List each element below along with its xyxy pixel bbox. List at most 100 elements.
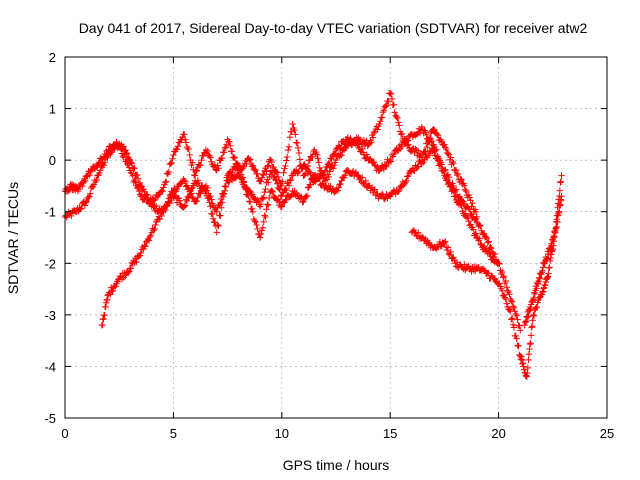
data-point-track-d bbox=[530, 311, 537, 319]
data-point-track-b bbox=[244, 191, 251, 198]
data-point-track-c bbox=[283, 157, 290, 164]
data-point-track-e bbox=[538, 269, 546, 276]
data-point-track-d bbox=[442, 238, 449, 245]
data-point-track-a bbox=[516, 322, 523, 330]
data-point-track-b bbox=[151, 225, 158, 233]
data-point-track-c bbox=[443, 145, 450, 153]
data-point-track-a bbox=[499, 268, 506, 276]
data-point-track-c bbox=[390, 101, 398, 108]
data-point-track-d bbox=[512, 332, 519, 340]
data-point-track-d bbox=[503, 300, 510, 307]
data-point-track-b bbox=[395, 188, 402, 195]
data-point-track-c bbox=[218, 154, 226, 162]
data-point-track-b bbox=[157, 210, 164, 217]
data-point-track-c bbox=[152, 195, 159, 203]
data-point-track-d bbox=[446, 251, 454, 259]
data-point-track-e bbox=[557, 201, 564, 209]
data-point-track-c bbox=[454, 170, 462, 178]
data-point-track-d bbox=[443, 246, 451, 254]
y-tick-label: -2 bbox=[44, 256, 56, 271]
data-point-track-b bbox=[222, 183, 229, 190]
data-point-track-a bbox=[483, 234, 491, 242]
data-point-track-b bbox=[259, 224, 267, 231]
data-point-track-c bbox=[274, 169, 281, 176]
data-point-track-b bbox=[254, 225, 261, 233]
data-point-track-b bbox=[249, 208, 257, 216]
data-point-track-e bbox=[525, 306, 533, 314]
data-point-track-a bbox=[100, 162, 108, 169]
data-point-track-a bbox=[127, 159, 135, 166]
data-point-track-b bbox=[168, 196, 175, 204]
data-point-track-d bbox=[558, 172, 565, 179]
data-point-track-b bbox=[223, 174, 230, 181]
grid-lines bbox=[65, 57, 607, 418]
data-point-track-b bbox=[352, 168, 360, 176]
data-point-track-a bbox=[502, 277, 510, 285]
data-point-track-b bbox=[112, 283, 119, 290]
data-point-track-a bbox=[134, 175, 142, 183]
data-point-track-c bbox=[309, 153, 316, 161]
data-point-track-b bbox=[253, 221, 260, 229]
data-point-track-c bbox=[270, 163, 277, 171]
data-point-track-c bbox=[124, 160, 131, 168]
data-point-track-a bbox=[255, 198, 262, 205]
data-point-track-c bbox=[185, 145, 192, 153]
data-point-track-a bbox=[336, 143, 343, 151]
data-point-track-b bbox=[407, 168, 415, 175]
data-point-track-a bbox=[307, 170, 314, 178]
data-point-track-b bbox=[319, 180, 326, 187]
data-point-track-e bbox=[544, 255, 551, 262]
data-point-track-e bbox=[543, 256, 551, 263]
data-point-track-a bbox=[370, 159, 378, 166]
data-point-track-b bbox=[477, 240, 484, 248]
data-point-track-c bbox=[157, 188, 164, 196]
data-point-track-c bbox=[472, 208, 480, 216]
data-point-track-c bbox=[380, 107, 388, 114]
data-point-track-b bbox=[141, 242, 148, 249]
data-point-track-b bbox=[209, 210, 216, 218]
data-point-track-c bbox=[228, 148, 236, 155]
data-point-track-c bbox=[173, 145, 181, 153]
data-point-track-c bbox=[291, 126, 298, 134]
data-point-track-b bbox=[458, 202, 465, 209]
data-point-track-c bbox=[227, 142, 234, 150]
data-point-track-d bbox=[515, 342, 522, 350]
data-point-track-a bbox=[517, 327, 524, 334]
data-point-track-e bbox=[529, 297, 536, 305]
data-point-track-c bbox=[452, 166, 460, 174]
data-point-track-d bbox=[524, 364, 532, 372]
data-point-track-a bbox=[514, 316, 521, 323]
data-point-track-b bbox=[276, 198, 284, 205]
data-point-track-b bbox=[242, 186, 249, 193]
data-point-track-c bbox=[304, 162, 312, 170]
data-point-track-d bbox=[542, 282, 549, 289]
data-point-track-b bbox=[163, 202, 171, 209]
data-point-track-d bbox=[509, 321, 517, 328]
data-point-track-b bbox=[465, 217, 472, 225]
data-point-track-b bbox=[437, 161, 444, 168]
data-point-track-c bbox=[348, 141, 355, 149]
data-point-track-b bbox=[277, 203, 285, 211]
data-point-track-b bbox=[100, 315, 107, 323]
data-point-track-b bbox=[264, 201, 271, 208]
data-point-track-a bbox=[193, 197, 201, 205]
y-tick-label: 1 bbox=[49, 102, 56, 117]
data-point-track-b bbox=[136, 252, 144, 259]
data-point-track-c bbox=[349, 141, 356, 148]
data-point-track-b bbox=[102, 303, 109, 311]
data-point-track-a bbox=[87, 190, 94, 197]
data-point-track-a bbox=[513, 312, 520, 319]
data-point-track-a bbox=[247, 189, 255, 197]
data-point-track-b bbox=[122, 272, 129, 279]
data-point-track-a bbox=[82, 199, 89, 206]
data-point-track-c bbox=[134, 184, 142, 191]
data-point-track-c bbox=[191, 172, 199, 179]
data-point-track-c bbox=[254, 170, 261, 178]
data-point-track-b bbox=[436, 160, 444, 168]
y-tick-label: 0 bbox=[49, 153, 56, 168]
data-point-track-b bbox=[213, 229, 220, 236]
data-point-track-a bbox=[276, 186, 284, 193]
data-point-track-d bbox=[524, 369, 531, 377]
data-point-track-c bbox=[246, 156, 254, 163]
data-point-track-d bbox=[557, 179, 564, 186]
